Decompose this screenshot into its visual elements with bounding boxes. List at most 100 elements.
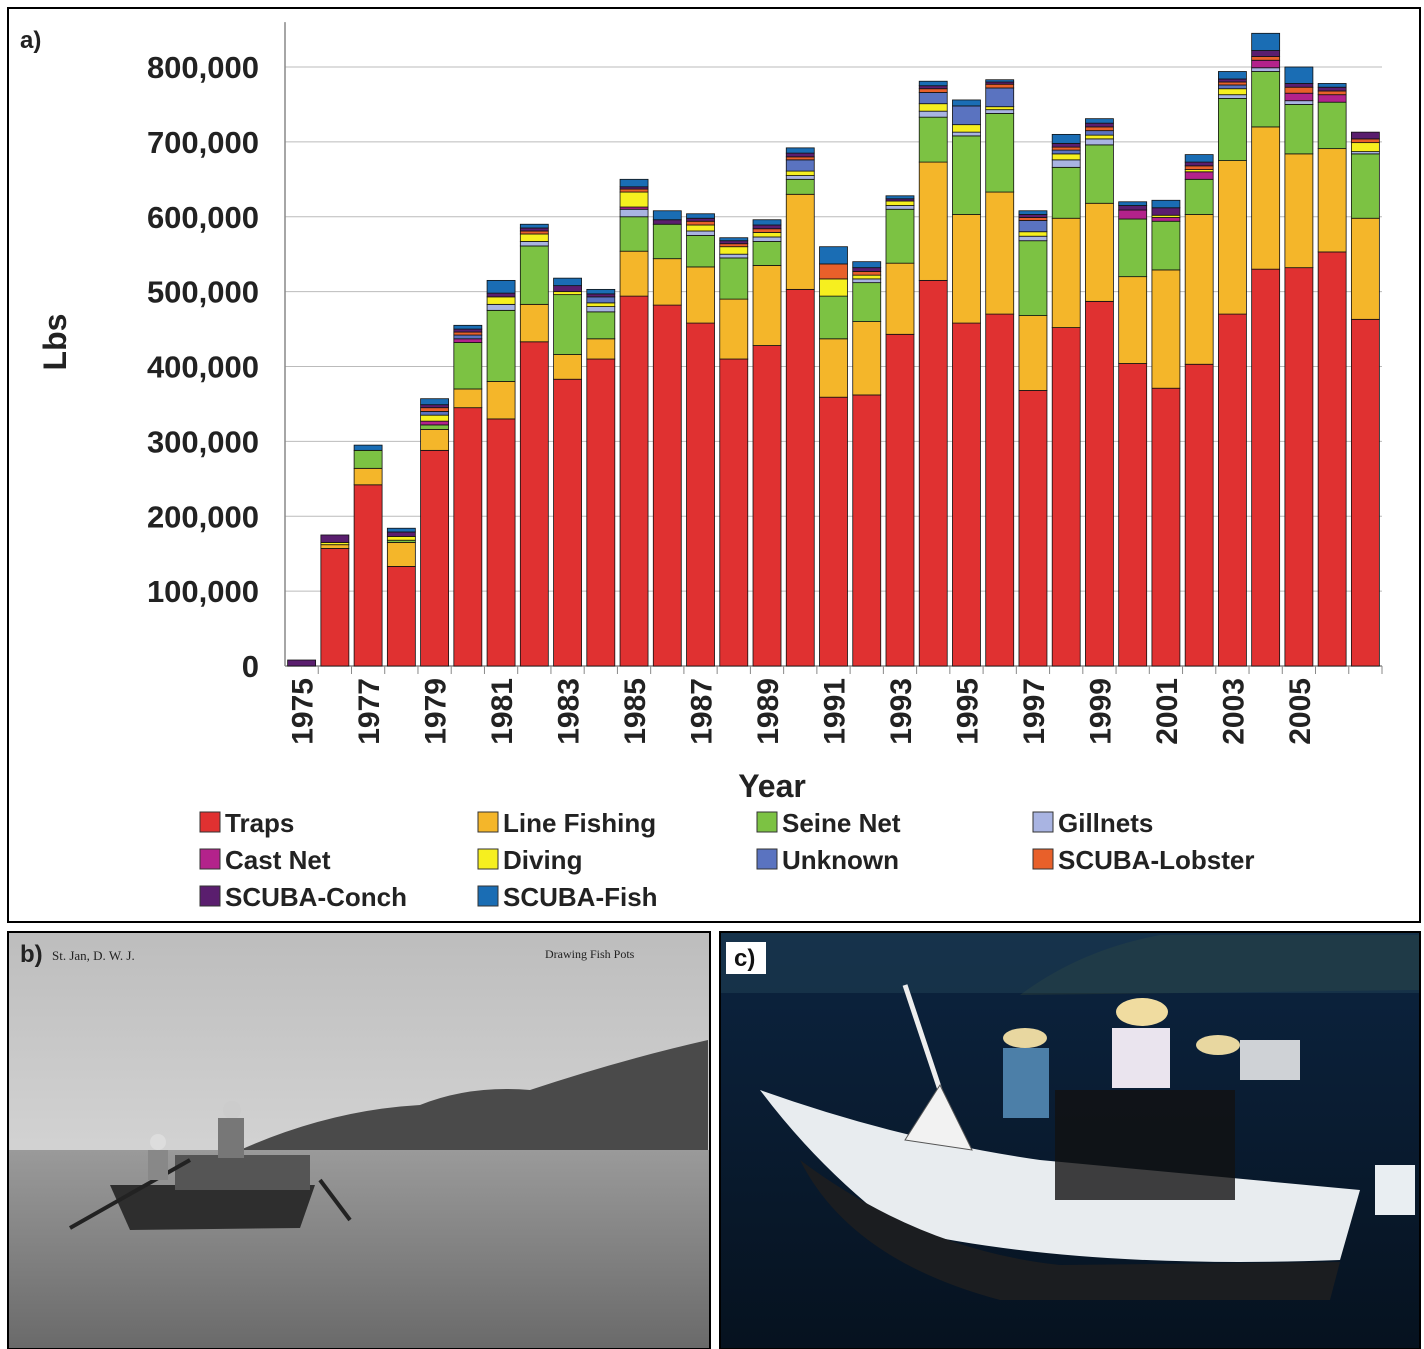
bar-segment	[519, 341, 549, 667]
bar-segment	[619, 191, 649, 208]
bar-segment	[1284, 83, 1314, 88]
bar-segment	[320, 544, 350, 549]
bar-segment	[1218, 313, 1247, 667]
bar-segment	[1085, 122, 1114, 128]
bar-segment	[819, 338, 848, 398]
x-tick-label: 1989	[752, 678, 785, 745]
bar-segment	[453, 388, 483, 409]
bar-segment	[586, 293, 616, 298]
bar-segment	[420, 420, 449, 426]
bar-segment	[1184, 165, 1214, 170]
bar-segment	[1350, 131, 1380, 140]
bar-segment	[1184, 161, 1214, 167]
bar-segment	[785, 175, 815, 180]
photo-caption: Drawing Fish Pots	[545, 947, 635, 961]
bar-segment	[1118, 276, 1148, 364]
bar-segment	[1118, 209, 1148, 220]
bar-segment	[918, 110, 948, 118]
photo-b	[7, 931, 711, 1349]
bar-segment	[386, 542, 416, 567]
legend-swatch	[199, 848, 221, 870]
bar-segment	[353, 449, 383, 469]
bar-segment	[320, 534, 350, 543]
bar-segment	[985, 87, 1015, 108]
bar-segment	[918, 85, 948, 90]
bar-segment	[852, 278, 882, 284]
x-tick-label: 1981	[486, 678, 519, 745]
bar-segment	[652, 219, 682, 225]
bar-segment	[586, 302, 616, 308]
bar-segment	[752, 345, 782, 667]
bar-segment	[1085, 300, 1114, 667]
legend-label: Traps	[225, 808, 294, 838]
bar-segment	[586, 311, 616, 340]
bar-segment	[619, 178, 649, 188]
bar-segment	[785, 288, 815, 667]
bar-segment	[486, 418, 516, 667]
bar-segment	[1218, 160, 1247, 315]
legend-swatch	[477, 848, 499, 870]
bar-segment	[1118, 363, 1148, 667]
bar-segment	[785, 178, 815, 195]
bar-segment	[1051, 133, 1081, 144]
bar-segment	[885, 262, 915, 335]
legend-label: SCUBA-Conch	[225, 882, 407, 912]
bar-segment	[1085, 126, 1114, 132]
bar-segment	[686, 213, 715, 219]
bar-segment	[918, 103, 948, 112]
bar-segment	[420, 404, 449, 409]
bar-segment	[819, 263, 848, 280]
bar-segment	[1251, 71, 1281, 128]
bar-segment	[586, 288, 616, 295]
bar-segment	[453, 338, 483, 343]
bar-segment	[1184, 363, 1214, 667]
x-tick-label: 1983	[553, 678, 586, 745]
bar-segment	[420, 398, 449, 406]
bar-segment	[1284, 100, 1314, 105]
panel-label: a)	[20, 27, 41, 54]
x-tick-label: 1997	[1018, 678, 1051, 745]
legend-label: Unknown	[782, 845, 899, 875]
bar-segment	[885, 205, 915, 210]
bar-segment	[1184, 214, 1214, 365]
legend-label: Line Fishing	[503, 808, 656, 838]
y-tick-label: 100,000	[147, 574, 259, 609]
x-tick-label: 2001	[1151, 678, 1184, 745]
bar-segment	[453, 331, 483, 336]
bar-segment	[985, 106, 1015, 111]
panel-label: b)	[20, 941, 43, 968]
bar-segment	[619, 216, 649, 252]
bar-segment	[619, 208, 649, 218]
bar-segment	[1350, 142, 1380, 153]
x-tick-label: 1975	[287, 678, 320, 745]
bar-segment	[453, 328, 483, 333]
legend-swatch	[199, 885, 221, 907]
bar-segment	[852, 261, 882, 269]
bar-segment	[1251, 268, 1281, 667]
legend-swatch	[1032, 848, 1054, 870]
bar-segment	[1317, 148, 1347, 253]
y-tick-label: 600,000	[147, 200, 259, 235]
bar-segment	[519, 223, 549, 229]
bar-segment	[785, 152, 815, 158]
bar-segment	[1317, 86, 1347, 92]
bar-segment	[719, 257, 749, 300]
bar-segment	[952, 131, 981, 137]
bar-segment	[1051, 327, 1081, 667]
legend: Traps Line Fishing Seine Net Gillnets Cast N…	[199, 808, 1254, 912]
legend-swatch	[477, 811, 499, 833]
bar-segment	[486, 309, 516, 382]
y-tick-label: 200,000	[147, 499, 259, 534]
bar-segment	[519, 233, 549, 242]
bar-segment	[1085, 144, 1114, 204]
bar-segment	[386, 536, 416, 541]
bar-segment	[1218, 88, 1247, 96]
bar-segment	[486, 381, 516, 420]
bar-segment	[553, 354, 582, 380]
bar-segment	[353, 444, 383, 451]
bar-segment	[918, 116, 948, 163]
bar-segment	[1085, 138, 1114, 146]
bar-segment	[1350, 153, 1380, 219]
bar-segment	[420, 428, 449, 451]
bar-segment	[652, 304, 682, 667]
